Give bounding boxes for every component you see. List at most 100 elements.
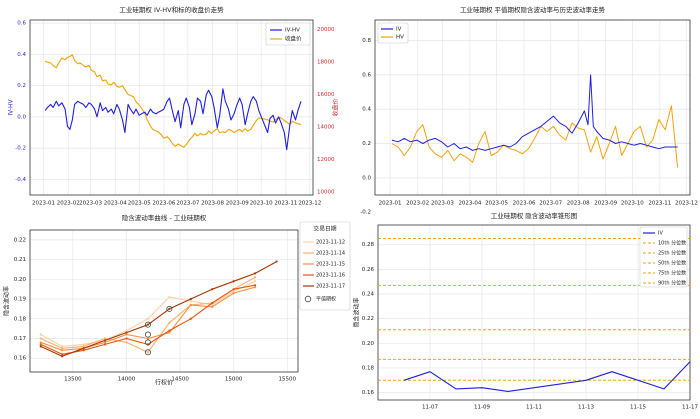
x-tick-label: 2023-06 [152, 201, 175, 207]
iv-point [103, 343, 107, 346]
iv-point [168, 295, 171, 299]
x-tick-label: 2023-02 [57, 201, 80, 207]
legend-box [639, 226, 688, 288]
legend-label: 75th 分位数 [658, 270, 686, 277]
chart-title: 工业硅期权 IV-HV和标的收盘价走势 [119, 5, 224, 14]
y-tick-label: 0.19 [14, 297, 27, 303]
legend-label: 2023-11-16 [316, 273, 345, 279]
y-tick-label: 0.4 [17, 52, 26, 58]
y-tick-label: 0.21 [14, 257, 26, 263]
legend-box [377, 22, 409, 44]
x-tick-label: 2023-09 [594, 201, 617, 207]
legend-label: 2023-11-17 [316, 284, 345, 290]
atm-marker [144, 349, 151, 356]
y-right-tick-label: 12000 [317, 157, 335, 163]
iv-point [125, 337, 128, 340]
iv-point [61, 345, 64, 348]
y-axis-label: 隐含波动率 [3, 286, 11, 316]
iv-point [61, 355, 64, 358]
iv-point [39, 341, 42, 344]
legend-label: IV [658, 231, 663, 237]
y-tick-label: 0.17 [14, 336, 27, 342]
legend-label: 50th 分位数 [658, 260, 686, 267]
legend-box [299, 221, 351, 311]
x-tick-label: 2023-08 [567, 201, 590, 207]
iv-point [103, 341, 107, 344]
iv-point [275, 260, 278, 263]
x-tick-label: 11-15 [630, 405, 646, 411]
y-tick-label: 0.8 [362, 38, 371, 44]
x-tick-label: 2023-10 [250, 201, 273, 207]
iv-point [125, 333, 128, 336]
iv-point [39, 333, 42, 336]
x-tick-label: 2023-06 [513, 201, 536, 207]
y-tick-label: 0.26 [362, 267, 375, 273]
x-tick-label: 2023-04 [458, 201, 481, 207]
x-tick-label: 2023-02 [406, 201, 429, 207]
iv-point [61, 353, 64, 356]
iv-point [61, 347, 64, 350]
atm-marker [166, 305, 173, 312]
y-tick-label: 0.16 [362, 390, 375, 396]
iv-point [146, 317, 150, 320]
legend-label: IV-HV [285, 28, 300, 34]
iv-point [82, 349, 85, 352]
iv-point [254, 284, 257, 287]
y-axis-label: IV-HV [8, 98, 15, 115]
y-right-tick-label: 18000 [317, 60, 335, 66]
chart-iv-hv-close: 2023-01 2023-02 2023-03 2023-04 2023-05 2023-… [8, 5, 340, 207]
y-tick-label: 0.16 [14, 356, 27, 362]
x-tick-label: 2023-07 [539, 201, 562, 207]
y-tick-label: 0.18 [362, 365, 375, 371]
x-tick-label: 2023-07 [176, 201, 199, 207]
chart-iv-hv-history: 2023-01 2023-02 2023-03 2023-04 2023-05 2023-… [360, 5, 698, 216]
x-tick-label: 14000 [118, 377, 136, 383]
iv-point [39, 337, 42, 340]
x-tick-label: 2023-09 [226, 201, 249, 207]
x-tick-label: 2023-08 [201, 201, 224, 207]
y-right-axis-label: 收盘价 [332, 98, 340, 116]
y-tick-label: 0.20 [362, 341, 375, 347]
legend-label: 2023-11-14 [316, 251, 345, 257]
iv-point [189, 299, 192, 303]
y-tick-label: 0.18 [14, 316, 27, 322]
chart-title: 隐含波动率曲线 - 工业硅期权 [122, 213, 207, 222]
y-tick-label: 0.2 [362, 141, 371, 147]
y-tick-label: 0.0 [17, 114, 26, 120]
x-tick-label: 13500 [64, 377, 82, 383]
iv-point [168, 307, 171, 310]
y-tick-label: -0.2 [360, 210, 371, 216]
x-tick-label: 2023-05 [128, 201, 151, 207]
iv-hv-line [44, 88, 302, 151]
iv-line [403, 361, 691, 392]
x-tick-label: 11-07 [422, 405, 438, 411]
chart3-frame [29, 229, 299, 373]
iv-point [211, 305, 214, 309]
iv-point [211, 288, 214, 291]
iv-point [211, 301, 214, 305]
iv-point [125, 341, 128, 344]
y-tick-label: 0.6 [17, 21, 26, 27]
y-tick-label: 0.2 [17, 83, 26, 89]
x-tick-label: 11-13 [578, 405, 594, 411]
legend-label: IV [396, 27, 402, 33]
y-tick-label: -0.4 [15, 177, 26, 183]
x-tick-label: 2023-05 [485, 201, 508, 207]
iv-point [232, 290, 235, 293]
iv-point [232, 292, 235, 295]
x-tick-label: 2023-01 [32, 201, 55, 207]
legend-label: 10th 分位数 [658, 240, 686, 247]
hv-line [391, 105, 679, 168]
iv-point [125, 329, 128, 332]
chart1-frame [29, 19, 314, 196]
x-tick-label: 2023-04 [104, 201, 127, 207]
legend-label: 收盘价 [285, 35, 302, 43]
atm-marker [144, 339, 151, 346]
x-tick-label: 11-17 [682, 405, 698, 411]
iv-point [146, 337, 150, 340]
iv-point [189, 297, 192, 301]
iv-point [146, 351, 150, 354]
iv-point [103, 339, 107, 342]
